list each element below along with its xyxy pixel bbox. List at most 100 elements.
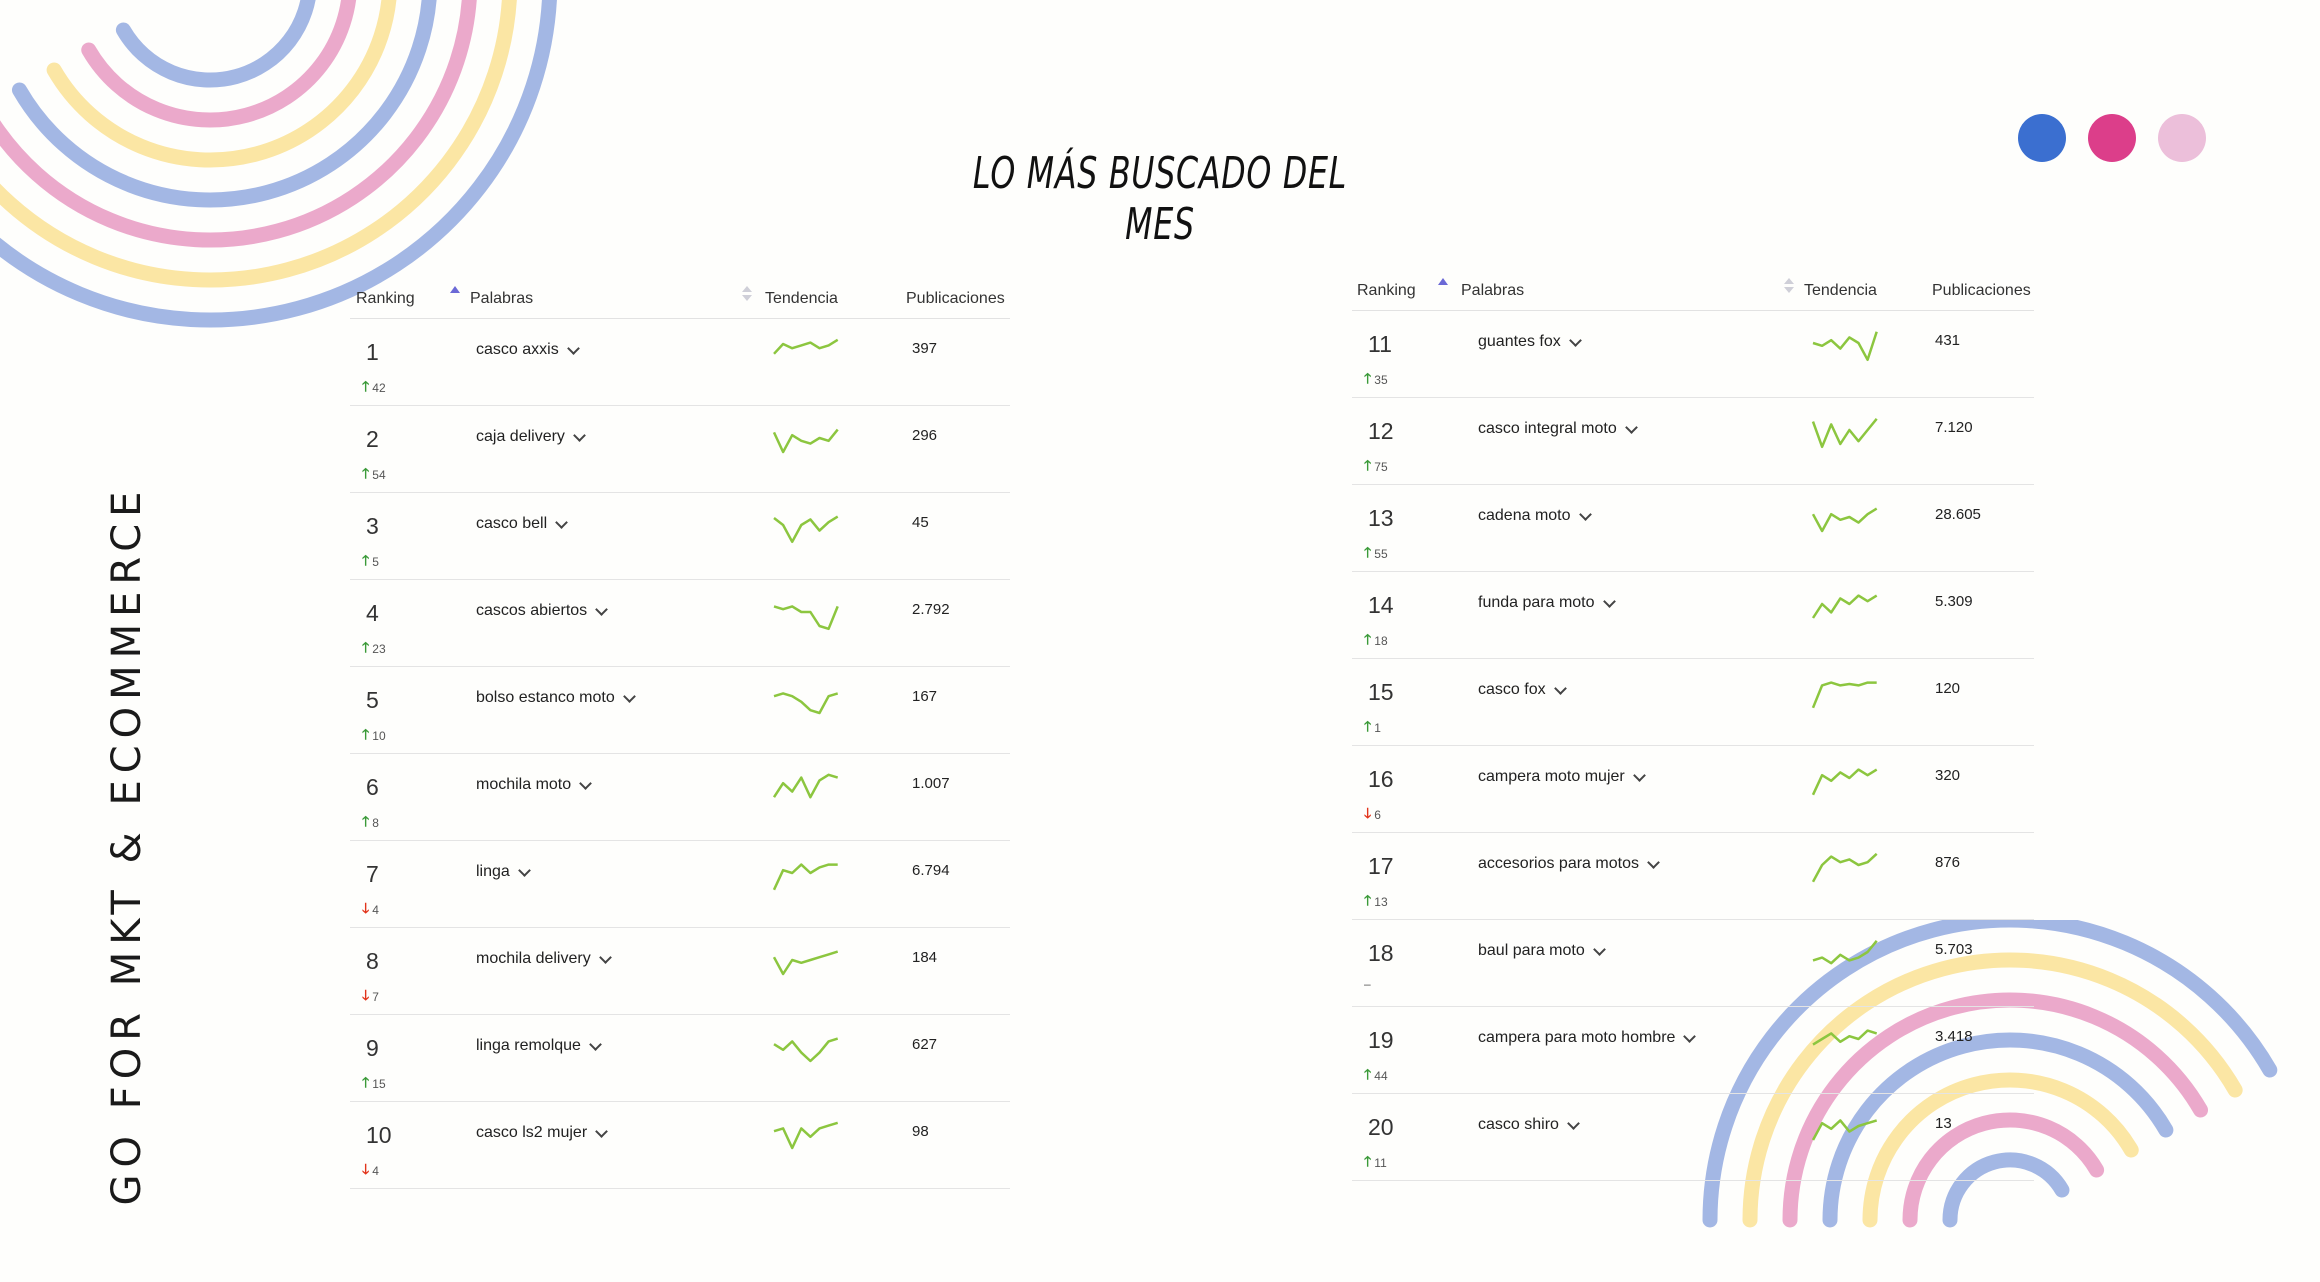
chevron-down-icon[interactable] <box>1592 942 1606 956</box>
chevron-down-icon[interactable] <box>595 1124 609 1138</box>
table-row[interactable]: 1 🡑 42 casco axxis 397 <box>350 319 1010 406</box>
keyword-label[interactable]: mochila moto <box>476 776 572 793</box>
trend-sparkline <box>1811 852 1878 883</box>
keyword[interactable]: mochila delivery <box>476 950 612 968</box>
keyword-label[interactable]: cascos abiertos <box>476 602 588 619</box>
header-ranking[interactable]: Ranking <box>356 290 415 307</box>
table-row[interactable]: 11 🡑 35 guantes fox 431 <box>1352 311 2034 398</box>
chevron-down-icon[interactable] <box>589 1037 602 1051</box>
sort-asc-icon[interactable] <box>1438 278 1448 285</box>
chevron-down-icon[interactable] <box>1553 681 1567 695</box>
table-row[interactable]: 6 🡑 8 mochila moto 1.007 <box>350 754 1010 841</box>
table-row[interactable]: 10 🡓 4 casco ls2 mujer 98 <box>350 1102 1010 1189</box>
keyword[interactable]: casco shiro <box>1478 1116 1580 1134</box>
chevron-down-icon[interactable] <box>579 776 593 790</box>
keyword-label[interactable]: campera para moto hombre <box>1478 1029 1676 1046</box>
keyword-label[interactable]: accesorios para motos <box>1478 855 1639 872</box>
chevron-down-icon[interactable] <box>566 341 580 355</box>
sort-icon[interactable] <box>1784 278 1794 293</box>
keyword-label[interactable]: mochila delivery <box>476 950 591 967</box>
chevron-down-icon[interactable] <box>1567 1116 1580 1130</box>
keyword[interactable]: campera para moto hombre <box>1478 1029 1697 1047</box>
chevron-down-icon[interactable] <box>1602 594 1616 608</box>
chevron-down-icon[interactable] <box>1578 507 1592 521</box>
chevron-down-icon[interactable] <box>622 689 636 703</box>
rank-change-value: 23 <box>372 642 386 656</box>
header-tendencia[interactable]: Tendencia <box>1804 282 1877 299</box>
keyword-label[interactable]: campera moto mujer <box>1478 768 1625 785</box>
table-row[interactable]: 3 🡑 5 casco bell 45 <box>350 493 1010 580</box>
keyword[interactable]: casco ls2 mujer <box>476 1124 609 1142</box>
keyword-label[interactable]: casco bell <box>476 515 548 532</box>
keyword[interactable]: baul para moto <box>1478 942 1606 960</box>
header-publicaciones[interactable]: Publicaciones <box>906 290 1005 307</box>
table-row[interactable]: 12 🡑 75 casco integral moto 7.120 <box>1352 398 2034 485</box>
arrow-down-icon: 🡓 <box>362 900 370 916</box>
trend-sparkline <box>1811 418 1878 449</box>
keyword[interactable]: casco axxis <box>476 341 580 359</box>
keyword[interactable]: campera moto mujer <box>1478 768 1646 786</box>
table-row[interactable]: 7 🡓 4 linga 6.794 <box>350 841 1010 928</box>
keyword-label[interactable]: caja delivery <box>476 428 565 445</box>
arrow-up-icon: 🡑 <box>1364 544 1372 560</box>
chevron-down-icon[interactable] <box>517 863 531 877</box>
keyword-label[interactable]: casco ls2 mujer <box>476 1124 588 1141</box>
table-row[interactable]: 14 🡑 18 funda para moto 5.309 <box>1352 572 2034 659</box>
keyword-label[interactable]: funda para moto <box>1478 594 1595 611</box>
keyword-label[interactable]: baul para moto <box>1478 942 1585 959</box>
trend-line <box>773 1121 839 1150</box>
keyword[interactable]: cascos abiertos <box>476 602 609 620</box>
chevron-down-icon[interactable] <box>595 602 609 616</box>
sort-icon[interactable] <box>742 286 752 301</box>
table-row[interactable]: 2 🡑 54 caja delivery 296 <box>350 406 1010 493</box>
sort-asc-icon[interactable] <box>450 286 460 293</box>
keyword[interactable]: bolso estanco moto <box>476 689 636 707</box>
chevron-down-icon[interactable] <box>573 428 586 442</box>
table-row[interactable]: 4 🡑 23 cascos abiertos 2.792 <box>350 580 1010 667</box>
table-row[interactable]: 16 🡓 6 campera moto mujer 320 <box>1352 746 2034 833</box>
keyword[interactable]: accesorios para motos <box>1478 855 1660 873</box>
keyword[interactable]: linga remolque <box>476 1037 602 1055</box>
publications-count: 13 <box>1935 1115 1952 1132</box>
chevron-down-icon[interactable] <box>1632 768 1646 782</box>
chevron-down-icon[interactable] <box>598 950 612 964</box>
chevron-down-icon[interactable] <box>1647 855 1660 869</box>
keyword[interactable]: guantes fox <box>1478 333 1582 351</box>
keyword-label[interactable]: bolso estanco moto <box>476 689 615 706</box>
keyword-label[interactable]: casco fox <box>1478 681 1546 698</box>
header-publicaciones[interactable]: Publicaciones <box>1932 282 2031 299</box>
table-row[interactable]: 9 🡑 15 linga remolque 627 <box>350 1015 1010 1102</box>
chevron-down-icon[interactable] <box>1568 333 1582 347</box>
keyword-label[interactable]: linga remolque <box>476 1037 581 1054</box>
table-row[interactable]: 15 🡑 1 casco fox 120 <box>1352 659 2034 746</box>
chevron-down-icon[interactable] <box>1624 420 1638 434</box>
table-row[interactable]: 13 🡑 55 cadena moto 28.605 <box>1352 485 2034 572</box>
keyword-label[interactable]: linga <box>476 863 510 880</box>
chevron-down-icon[interactable] <box>1683 1029 1697 1043</box>
keyword[interactable]: mochila moto <box>476 776 593 794</box>
table-row[interactable]: 19 🡑 44 campera para moto hombre 3.418 <box>1352 1007 2034 1094</box>
wave-band <box>11 0 437 208</box>
keyword-label[interactable]: casco axxis <box>476 341 559 358</box>
keyword-label[interactable]: cadena moto <box>1478 507 1571 524</box>
keyword[interactable]: cadena moto <box>1478 507 1592 525</box>
keyword[interactable]: casco integral moto <box>1478 420 1638 438</box>
table-row[interactable]: 18 – baul para moto 5.703 <box>1352 920 2034 1007</box>
keyword[interactable]: funda para moto <box>1478 594 1616 612</box>
header-ranking[interactable]: Ranking <box>1357 282 1416 299</box>
keyword[interactable]: caja delivery <box>476 428 586 446</box>
header-tendencia[interactable]: Tendencia <box>765 290 838 307</box>
header-palabras[interactable]: Palabras <box>1461 282 1525 299</box>
header-palabras[interactable]: Palabras <box>470 290 534 307</box>
keyword-label[interactable]: casco shiro <box>1478 1116 1559 1133</box>
keyword-label[interactable]: casco integral moto <box>1478 420 1617 437</box>
keyword[interactable]: casco fox <box>1478 681 1567 699</box>
chevron-down-icon[interactable] <box>555 515 569 529</box>
table-row[interactable]: 17 🡑 13 accesorios para motos 876 <box>1352 833 2034 920</box>
table-row[interactable]: 8 🡓 7 mochila delivery 184 <box>350 928 1010 1015</box>
table-row[interactable]: 20 🡑 11 casco shiro 13 <box>1352 1094 2034 1181</box>
keyword-label[interactable]: guantes fox <box>1478 333 1561 350</box>
keyword[interactable]: linga <box>476 863 531 881</box>
table-row[interactable]: 5 🡑 10 bolso estanco moto 167 <box>350 667 1010 754</box>
keyword[interactable]: casco bell <box>476 515 569 533</box>
